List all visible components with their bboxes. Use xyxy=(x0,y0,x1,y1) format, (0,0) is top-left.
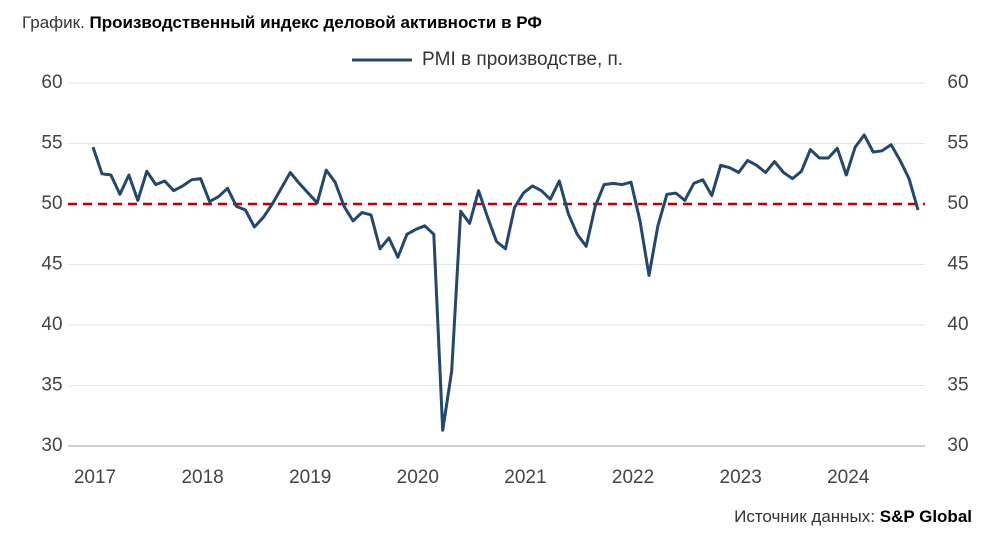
y2-tick-label: 55 xyxy=(947,133,968,154)
y-tick-label: 50 xyxy=(41,193,62,214)
y-tick-label: 35 xyxy=(41,375,62,396)
x-tick-label: 2023 xyxy=(720,467,762,488)
y-tick-label: 30 xyxy=(41,435,62,456)
title-main: Производственный индекс деловой активнос… xyxy=(90,13,542,32)
x-tick-label: 2022 xyxy=(612,467,654,488)
y2-tick-label: 60 xyxy=(947,72,968,93)
x-tick-label: 2020 xyxy=(397,467,439,488)
y-tick-label: 45 xyxy=(41,254,62,275)
x-tick-label: 2021 xyxy=(504,467,546,488)
y2-tick-label: 35 xyxy=(947,375,968,396)
source-name: S&P Global xyxy=(880,507,972,526)
y-tick-label: 40 xyxy=(41,314,62,335)
y2-tick-label: 40 xyxy=(947,314,968,335)
y-tick-label: 60 xyxy=(41,72,62,93)
chart-title: График. Производственный индекс деловой … xyxy=(22,13,542,32)
data-line xyxy=(91,133,920,432)
y2-tick-label: 45 xyxy=(947,254,968,275)
source: Источник данных: S&P Global xyxy=(734,507,972,526)
source-prefix: Источник данных: xyxy=(734,507,875,526)
y2-tick-label: 30 xyxy=(947,435,968,456)
y-tick-label: 55 xyxy=(41,133,62,154)
legend-label: PMI в производстве, п. xyxy=(422,49,623,70)
x-tick-label: 2024 xyxy=(827,467,870,488)
x-tick-label: 2017 xyxy=(74,467,116,488)
x-tick-label: 2018 xyxy=(181,467,223,488)
y2-tick-label: 50 xyxy=(947,193,968,214)
x-tick-label: 2019 xyxy=(289,467,331,488)
title-prefix: График. xyxy=(22,13,85,32)
